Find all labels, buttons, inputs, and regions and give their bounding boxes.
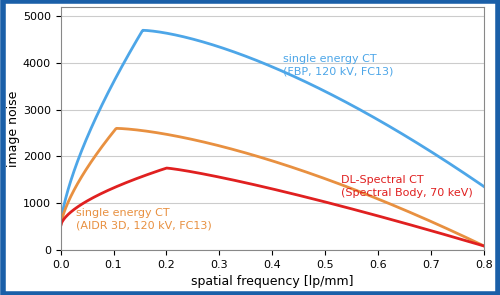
X-axis label: spatial frequency [lp/mm]: spatial frequency [lp/mm] [191, 275, 354, 288]
Text: single energy CT
(FBP, 120 kV, FC13): single energy CT (FBP, 120 kV, FC13) [283, 54, 394, 77]
Y-axis label: image noise: image noise [7, 90, 20, 167]
Text: DL-Spectral CT
(Spectral Body, 70 keV): DL-Spectral CT (Spectral Body, 70 keV) [341, 175, 473, 198]
Text: single energy CT
(AIDR 3D, 120 kV, FC13): single energy CT (AIDR 3D, 120 kV, FC13) [76, 208, 212, 231]
